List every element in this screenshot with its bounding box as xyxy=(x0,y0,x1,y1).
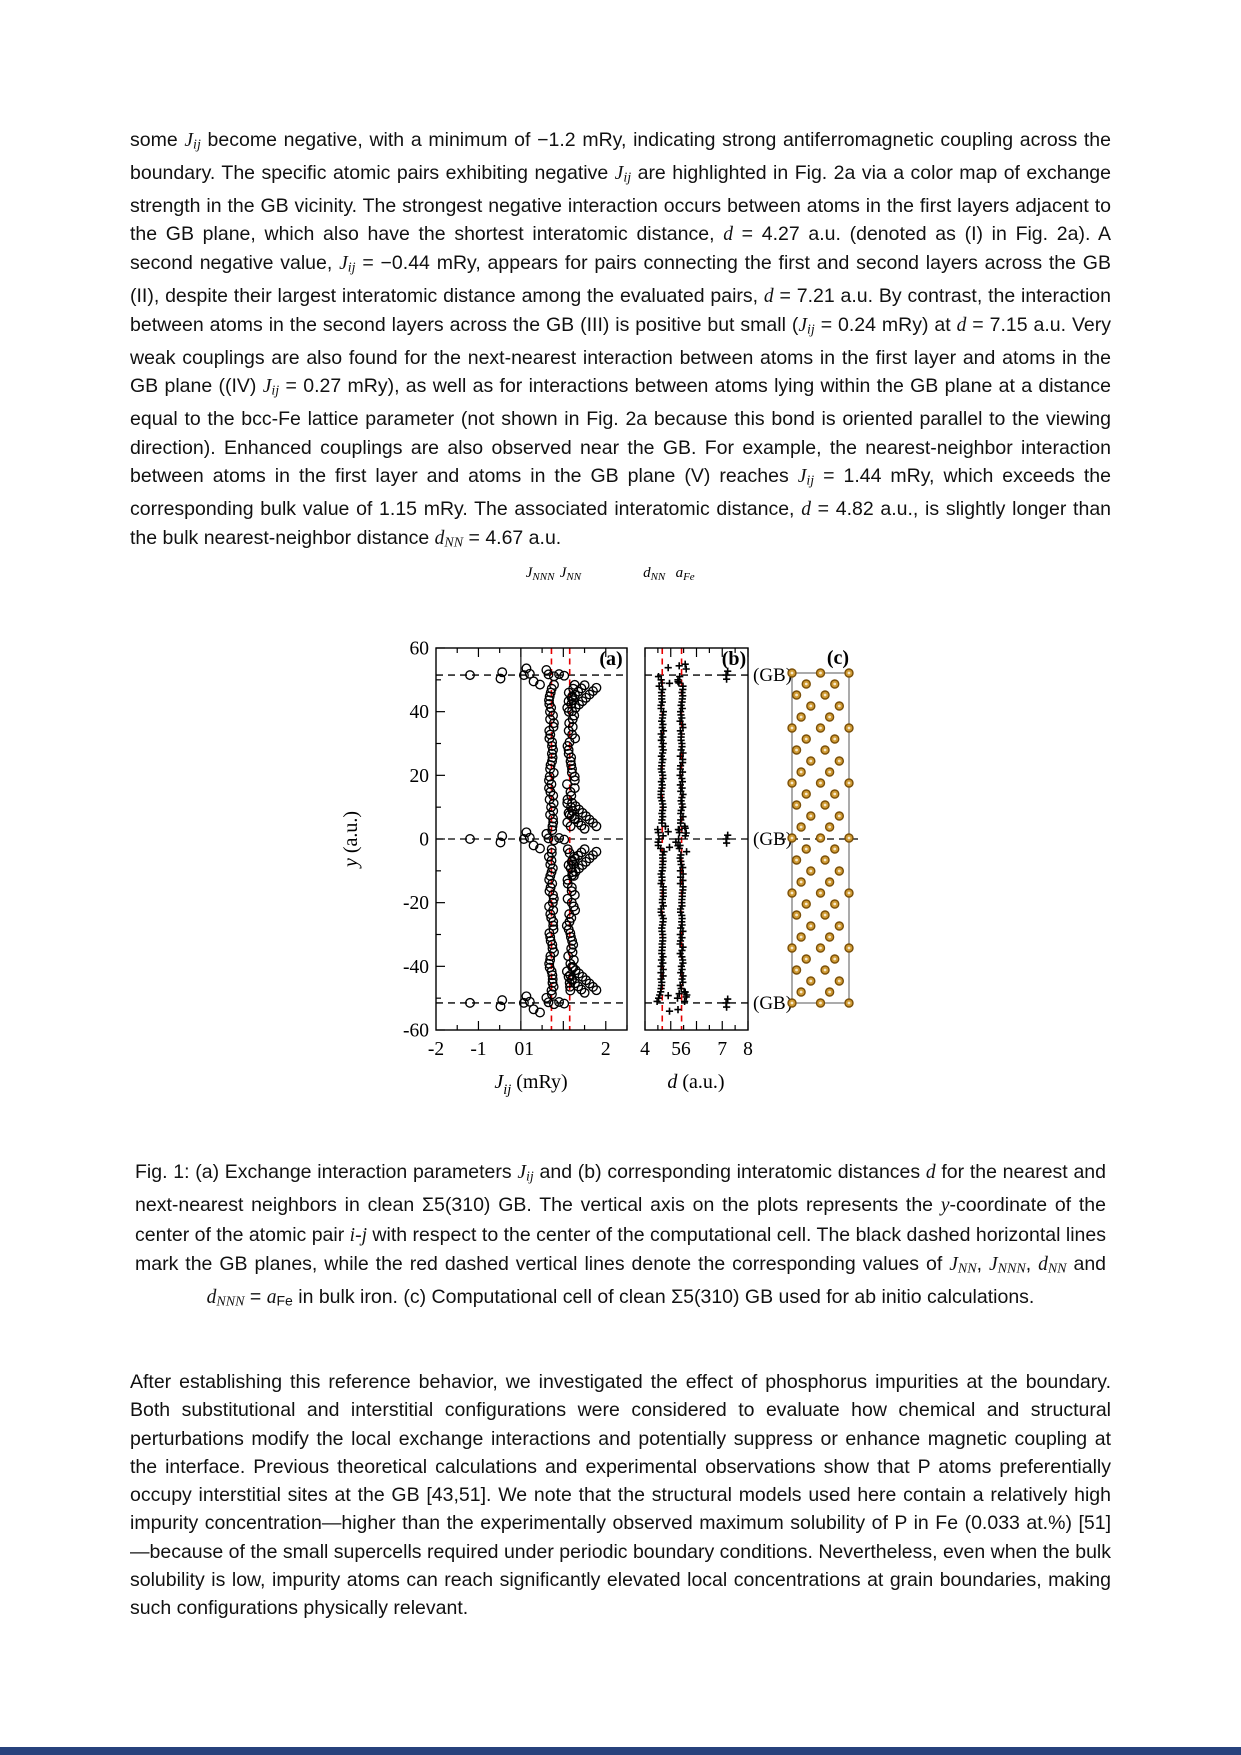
ref-line-label: JNN xyxy=(560,565,582,583)
text-segment: J xyxy=(798,315,807,337)
text-segment: J xyxy=(949,1254,958,1276)
text-segment: After establishing this reference behavi… xyxy=(130,1371,1111,1620)
text-segment: d xyxy=(206,1287,217,1309)
gb-plane-label: (GB) xyxy=(753,829,792,850)
ref-line-label: JNNN xyxy=(526,565,555,583)
y-tick-label: 40 xyxy=(410,702,430,723)
text-segment: NN xyxy=(957,1260,977,1277)
figure-1-caption: Fig. 1: (a) Exchange interaction paramet… xyxy=(135,1158,1106,1317)
text-segment: Fe xyxy=(276,1292,293,1309)
text-segment: NNN xyxy=(216,1293,245,1310)
text-segment: and (b) corresponding interatomic distan… xyxy=(533,1161,926,1183)
panel-c-cell xyxy=(787,668,854,1008)
gb-plane-label: (GB) xyxy=(753,665,792,686)
panel-letters: (a) (b) (c) xyxy=(599,647,849,670)
panel-a-points xyxy=(465,663,602,1018)
text-segment: J xyxy=(988,1254,998,1276)
x-tick-label: 8 xyxy=(743,1039,753,1060)
text-segment: = 4.27 a.u. (denoted as (I) in Fig. 2a).… xyxy=(130,222,1111,275)
tick-labels: 60 40 20 0 -20 -40 -60-2 -1 01 2 4 56 7 8 xyxy=(403,639,753,1061)
text-segment: NNN xyxy=(997,1260,1026,1277)
text-segment: in bulk iron. (c) Computational cell of … xyxy=(292,1286,1035,1309)
text-segment: d xyxy=(801,498,811,520)
paragraph-1: some Jij become negative, with a minimum… xyxy=(130,126,1111,557)
axis-top-labels: JNNN JNN dNN aFe xyxy=(526,565,695,583)
paragraph-2: After establishing this reference behavi… xyxy=(130,1368,1111,1623)
x-tick-label: 56 xyxy=(671,1039,691,1060)
axis-ticks xyxy=(436,647,749,1031)
text-segment: ij xyxy=(806,472,815,489)
text-segment: = −0.44 mRy, appears for pairs connectin… xyxy=(130,252,1111,308)
text-segment: y xyxy=(940,1195,950,1217)
text-segment: d xyxy=(434,527,445,549)
text-segment: some xyxy=(130,129,185,151)
text-segment: d xyxy=(723,223,733,245)
text-segment: = xyxy=(244,1286,267,1309)
text-segment: a xyxy=(266,1287,277,1309)
text-segment: d xyxy=(763,286,774,308)
text-segment: d xyxy=(956,315,967,337)
text-segment: for the nearest and next-nearest neighbo… xyxy=(135,1161,1106,1217)
text-segment: ij xyxy=(525,1168,534,1185)
x-tick-label: 7 xyxy=(717,1039,727,1060)
text-segment: = 7.15 a.u. Very weak couplings are also… xyxy=(130,314,1111,398)
gb-dashed-lines: (GB) (GB) (GB) xyxy=(436,665,862,1014)
axis-titles: Jij (mRy) d (a.u.) y (a.u.) xyxy=(340,811,725,1098)
text-segment: with respect to the center of the comput… xyxy=(135,1223,1106,1276)
text-segment: and xyxy=(1066,1253,1107,1276)
y-tick-label: 0 xyxy=(419,830,429,851)
text-segment: J xyxy=(797,465,807,487)
y-axis-label: y (a.u.) xyxy=(340,811,362,869)
text-segment: Fig. 1: (a) Exchange interaction paramet… xyxy=(135,1161,518,1183)
y-tick-label: -60 xyxy=(403,1021,429,1042)
text-segment: ij xyxy=(347,259,356,276)
text-segment: J xyxy=(262,376,272,398)
text-segment: J xyxy=(339,253,348,275)
y-tick-label: 20 xyxy=(410,766,430,787)
y-tick-label: -40 xyxy=(403,957,429,978)
text-segment: d xyxy=(925,1162,936,1183)
text-segment: ij xyxy=(806,321,815,338)
figure-1-plot: (GB) (GB) (GB) JNNN JNN dNN aFe 60 40 20 0 -20 -40 -6… xyxy=(340,565,862,1098)
text-segment: NN xyxy=(444,534,464,551)
text-segment: = 1.44 mRy, which exceeds the correspond… xyxy=(130,464,1111,520)
text-segment: become negative, with a minimum of −1.2 … xyxy=(130,129,1111,184)
text-segment: are highlighted in Fig. 2a via a color m… xyxy=(130,161,1111,245)
x-tick-label: 01 xyxy=(515,1039,535,1060)
text-segment: = 0.24 mRy) at xyxy=(814,314,957,337)
x-tick-label: -2 xyxy=(428,1039,444,1060)
text-segment: J xyxy=(517,1162,526,1183)
y-tick-label: -20 xyxy=(403,893,429,914)
text-segment: d xyxy=(1038,1254,1048,1276)
x-tick-label: -1 xyxy=(470,1039,486,1060)
text-segment: = 7.21 a.u. By contrast, the interaction… xyxy=(130,285,1111,337)
gb-plane-label: (GB) xyxy=(753,993,792,1014)
y-tick-label: 60 xyxy=(410,639,430,660)
panel-label-c: (c) xyxy=(827,647,849,669)
next-page-edge xyxy=(0,1747,1241,1755)
text-segment: , xyxy=(1025,1253,1039,1276)
ref-line-label: aFe xyxy=(676,565,695,583)
text-segment: = 4.82 a.u., is slightly longer than the… xyxy=(130,497,1112,549)
panel-b-points xyxy=(653,660,732,1015)
panel-label-b: (b) xyxy=(722,648,746,670)
text-segment: NN xyxy=(1047,1260,1067,1277)
text-segment: i-j xyxy=(349,1224,367,1246)
x-tick-label: 4 xyxy=(640,1039,650,1060)
panel-b-xlabel: d (a.u.) xyxy=(667,1071,724,1093)
panel-a-xlabel: Jij (mRy) xyxy=(494,1071,567,1098)
text-segment: = 0.27 mRy), as well as for interactions… xyxy=(130,375,1112,487)
text-segment: ij xyxy=(271,382,280,399)
text-segment: -coordinate of the center of the atomic … xyxy=(135,1194,1106,1246)
text-segment: J xyxy=(184,130,194,151)
x-tick-label: 2 xyxy=(601,1039,611,1060)
text-segment: J xyxy=(614,162,624,184)
panel-label-a: (a) xyxy=(599,648,622,670)
text-segment: ij xyxy=(193,136,201,153)
text-segment: = 4.67 a.u. xyxy=(463,526,562,549)
text-segment: ij xyxy=(623,169,632,186)
text-segment: , xyxy=(976,1253,989,1276)
ref-line-label: dNN xyxy=(643,565,666,583)
